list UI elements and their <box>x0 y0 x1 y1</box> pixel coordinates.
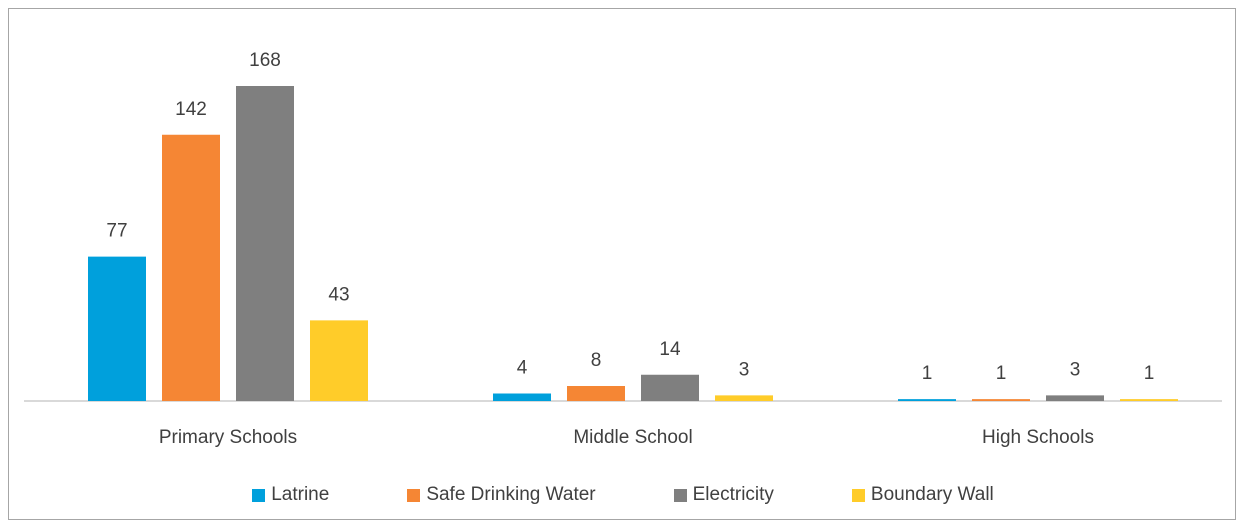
data-label: 142 <box>175 99 207 120</box>
bar-safe-drinking-water-2 <box>972 399 1030 401</box>
bar-boundary-wall-1 <box>715 395 773 401</box>
legend-label: Electricity <box>692 484 774 505</box>
bar-safe-drinking-water-1 <box>567 386 625 401</box>
data-label: 168 <box>249 50 281 71</box>
category-label: Primary Schools <box>159 427 297 448</box>
legend-item: Safe Drinking Water <box>407 484 596 506</box>
legend-swatch <box>673 488 687 502</box>
bar-latrine-0 <box>88 256 146 401</box>
legend-label: Boundary Wall <box>870 484 994 505</box>
data-label: 3 <box>739 359 750 380</box>
category-label: High Schools <box>982 427 1094 448</box>
data-label: 77 <box>106 221 127 242</box>
bar-latrine-1 <box>493 393 551 401</box>
bar-safe-drinking-water-0 <box>162 134 220 401</box>
bar-latrine-2 <box>898 399 956 401</box>
legend-item: Electricity <box>673 484 774 506</box>
data-label: 43 <box>328 284 349 305</box>
data-label: 1 <box>996 363 1007 384</box>
data-label: 1 <box>1144 363 1155 384</box>
legend-label: Latrine <box>271 484 330 505</box>
data-label: 3 <box>1070 359 1081 380</box>
legend-swatch <box>851 488 865 502</box>
legend-item: Latrine <box>252 484 329 506</box>
bar-boundary-wall-2 <box>1120 399 1178 401</box>
category-label: Middle School <box>573 427 692 448</box>
legend-label: Safe Drinking Water <box>426 484 596 505</box>
bar-electricity-0 <box>236 86 294 401</box>
legend-swatch <box>407 488 421 502</box>
data-label: 14 <box>659 339 681 360</box>
bar-electricity-2 <box>1046 395 1104 401</box>
data-label: 4 <box>517 358 528 379</box>
data-label: 1 <box>922 363 933 384</box>
chart-legend: Latrine Safe Drinking Water Electricity Bou… <box>0 480 1246 510</box>
legend-item: Boundary Wall <box>851 484 994 506</box>
bar-boundary-wall-0 <box>310 320 368 401</box>
legend-swatch <box>252 488 266 502</box>
data-label: 8 <box>591 350 602 371</box>
bar-electricity-1 <box>641 374 699 401</box>
